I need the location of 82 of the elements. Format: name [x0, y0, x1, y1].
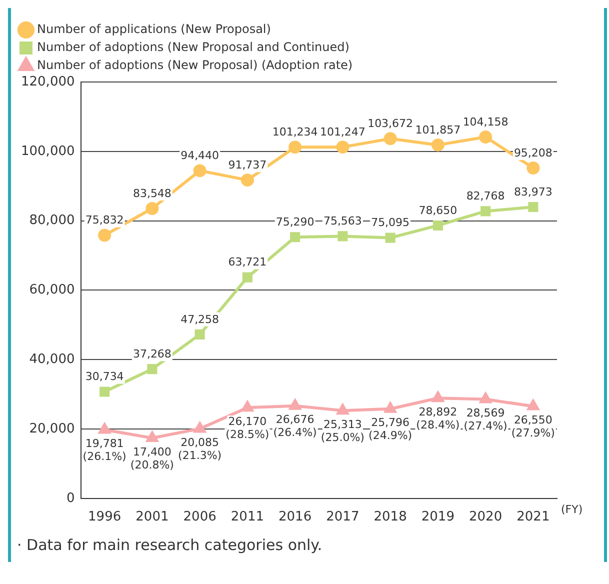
y-tick-label: 120,000: [20, 74, 75, 90]
point: [479, 130, 492, 144]
data-label: 20,085 (21.3%): [178, 436, 222, 462]
data-label: 28,892 (28.4%): [416, 406, 460, 432]
point: [98, 228, 112, 242]
point: [194, 329, 205, 340]
data-label: 19,781 (26.1%): [82, 437, 126, 464]
data-label: 28,569 (27.4%): [464, 406, 508, 433]
data-label: 101,247: [320, 125, 366, 138]
y-tick-label: 40,000: [29, 352, 75, 367]
point: [528, 202, 538, 212]
point: [431, 138, 444, 152]
y-tick-label: 100,000: [20, 144, 75, 159]
data-label: 47,258: [180, 312, 220, 326]
data-label: 30,734: [85, 370, 124, 384]
point: [193, 164, 206, 178]
x-tick-label: 2006: [183, 510, 216, 525]
point: [385, 232, 396, 243]
data-label: 63,721: [228, 256, 267, 269]
point: [98, 423, 110, 434]
x-tick-label: 2018: [374, 510, 407, 525]
y-tick-label: 60,000: [29, 282, 75, 298]
point: [290, 232, 300, 242]
point: [432, 220, 443, 231]
point: [147, 364, 158, 374]
x-tick-label: 2016: [278, 510, 312, 525]
data-label: 83,548: [132, 186, 172, 200]
data-label: 101,234: [272, 125, 318, 138]
point: [526, 162, 540, 175]
point: [146, 202, 159, 215]
x-tick-label: 2001: [136, 510, 169, 525]
point: [384, 402, 396, 413]
data-label: 104,158: [462, 115, 508, 128]
legend-label: Number of adoptions (New Proposal) (Adoption rate): [37, 58, 353, 72]
point: [242, 272, 252, 282]
legend-label: Number of applications (New Proposal): [37, 22, 271, 36]
data-label: 95,208: [514, 146, 552, 160]
point: [336, 404, 349, 415]
data-label: 78,650: [418, 204, 458, 217]
point: [289, 399, 301, 410]
data-label: 17,400 (20.8%): [130, 445, 174, 472]
x-tick-label: 1996: [88, 510, 122, 525]
data-label: 103,672: [368, 117, 414, 130]
point: [288, 140, 302, 154]
x-tick-label: 2021: [516, 510, 550, 525]
point: [146, 432, 158, 442]
data-label: 75,095: [371, 216, 410, 230]
data-label: 25,313 (25.0%): [320, 418, 364, 444]
point: [527, 400, 540, 410]
y-tick-label: 80,000: [29, 213, 75, 228]
data-label: 26,170 (28.5%): [226, 414, 270, 441]
x-tick-label: 2019: [421, 510, 454, 525]
y-tick-label: 20,000: [29, 421, 75, 436]
data-label: 25,796 (24.9%): [368, 416, 412, 442]
data-label: 83,973: [514, 185, 552, 198]
point: [480, 206, 491, 216]
data-label: 94,440: [180, 149, 220, 162]
data-label: 75,832: [85, 214, 124, 227]
x-tick-label: 2011: [230, 510, 264, 525]
point: [432, 392, 444, 402]
data-label: 91,737: [228, 158, 267, 172]
y-tick-label: 0: [66, 490, 75, 506]
point: [100, 386, 110, 397]
point: [240, 174, 254, 187]
data-label: 37,268: [132, 347, 172, 360]
point: [194, 422, 206, 433]
data-label: 26,676 (26.4%): [273, 413, 317, 440]
data-label: 101,857: [415, 123, 461, 136]
text: · Data for main research categories only.: [16, 535, 324, 556]
data-label: 26,550 (27.9%): [511, 414, 555, 440]
x-tick-label: 2020: [469, 510, 502, 525]
data-label: 82,768: [466, 190, 505, 203]
point: [480, 392, 492, 404]
x-tick-label: 2017: [326, 510, 360, 525]
point: [336, 140, 350, 154]
point: [242, 401, 254, 412]
point: [338, 231, 348, 242]
point: [384, 132, 397, 146]
data-label: 75,290: [276, 216, 314, 229]
data-label: 75,563: [323, 214, 362, 228]
legend-label: Number of adoptions (New Proposal and Continued): [37, 40, 350, 54]
x-axis-title: (FY): [561, 502, 583, 516]
